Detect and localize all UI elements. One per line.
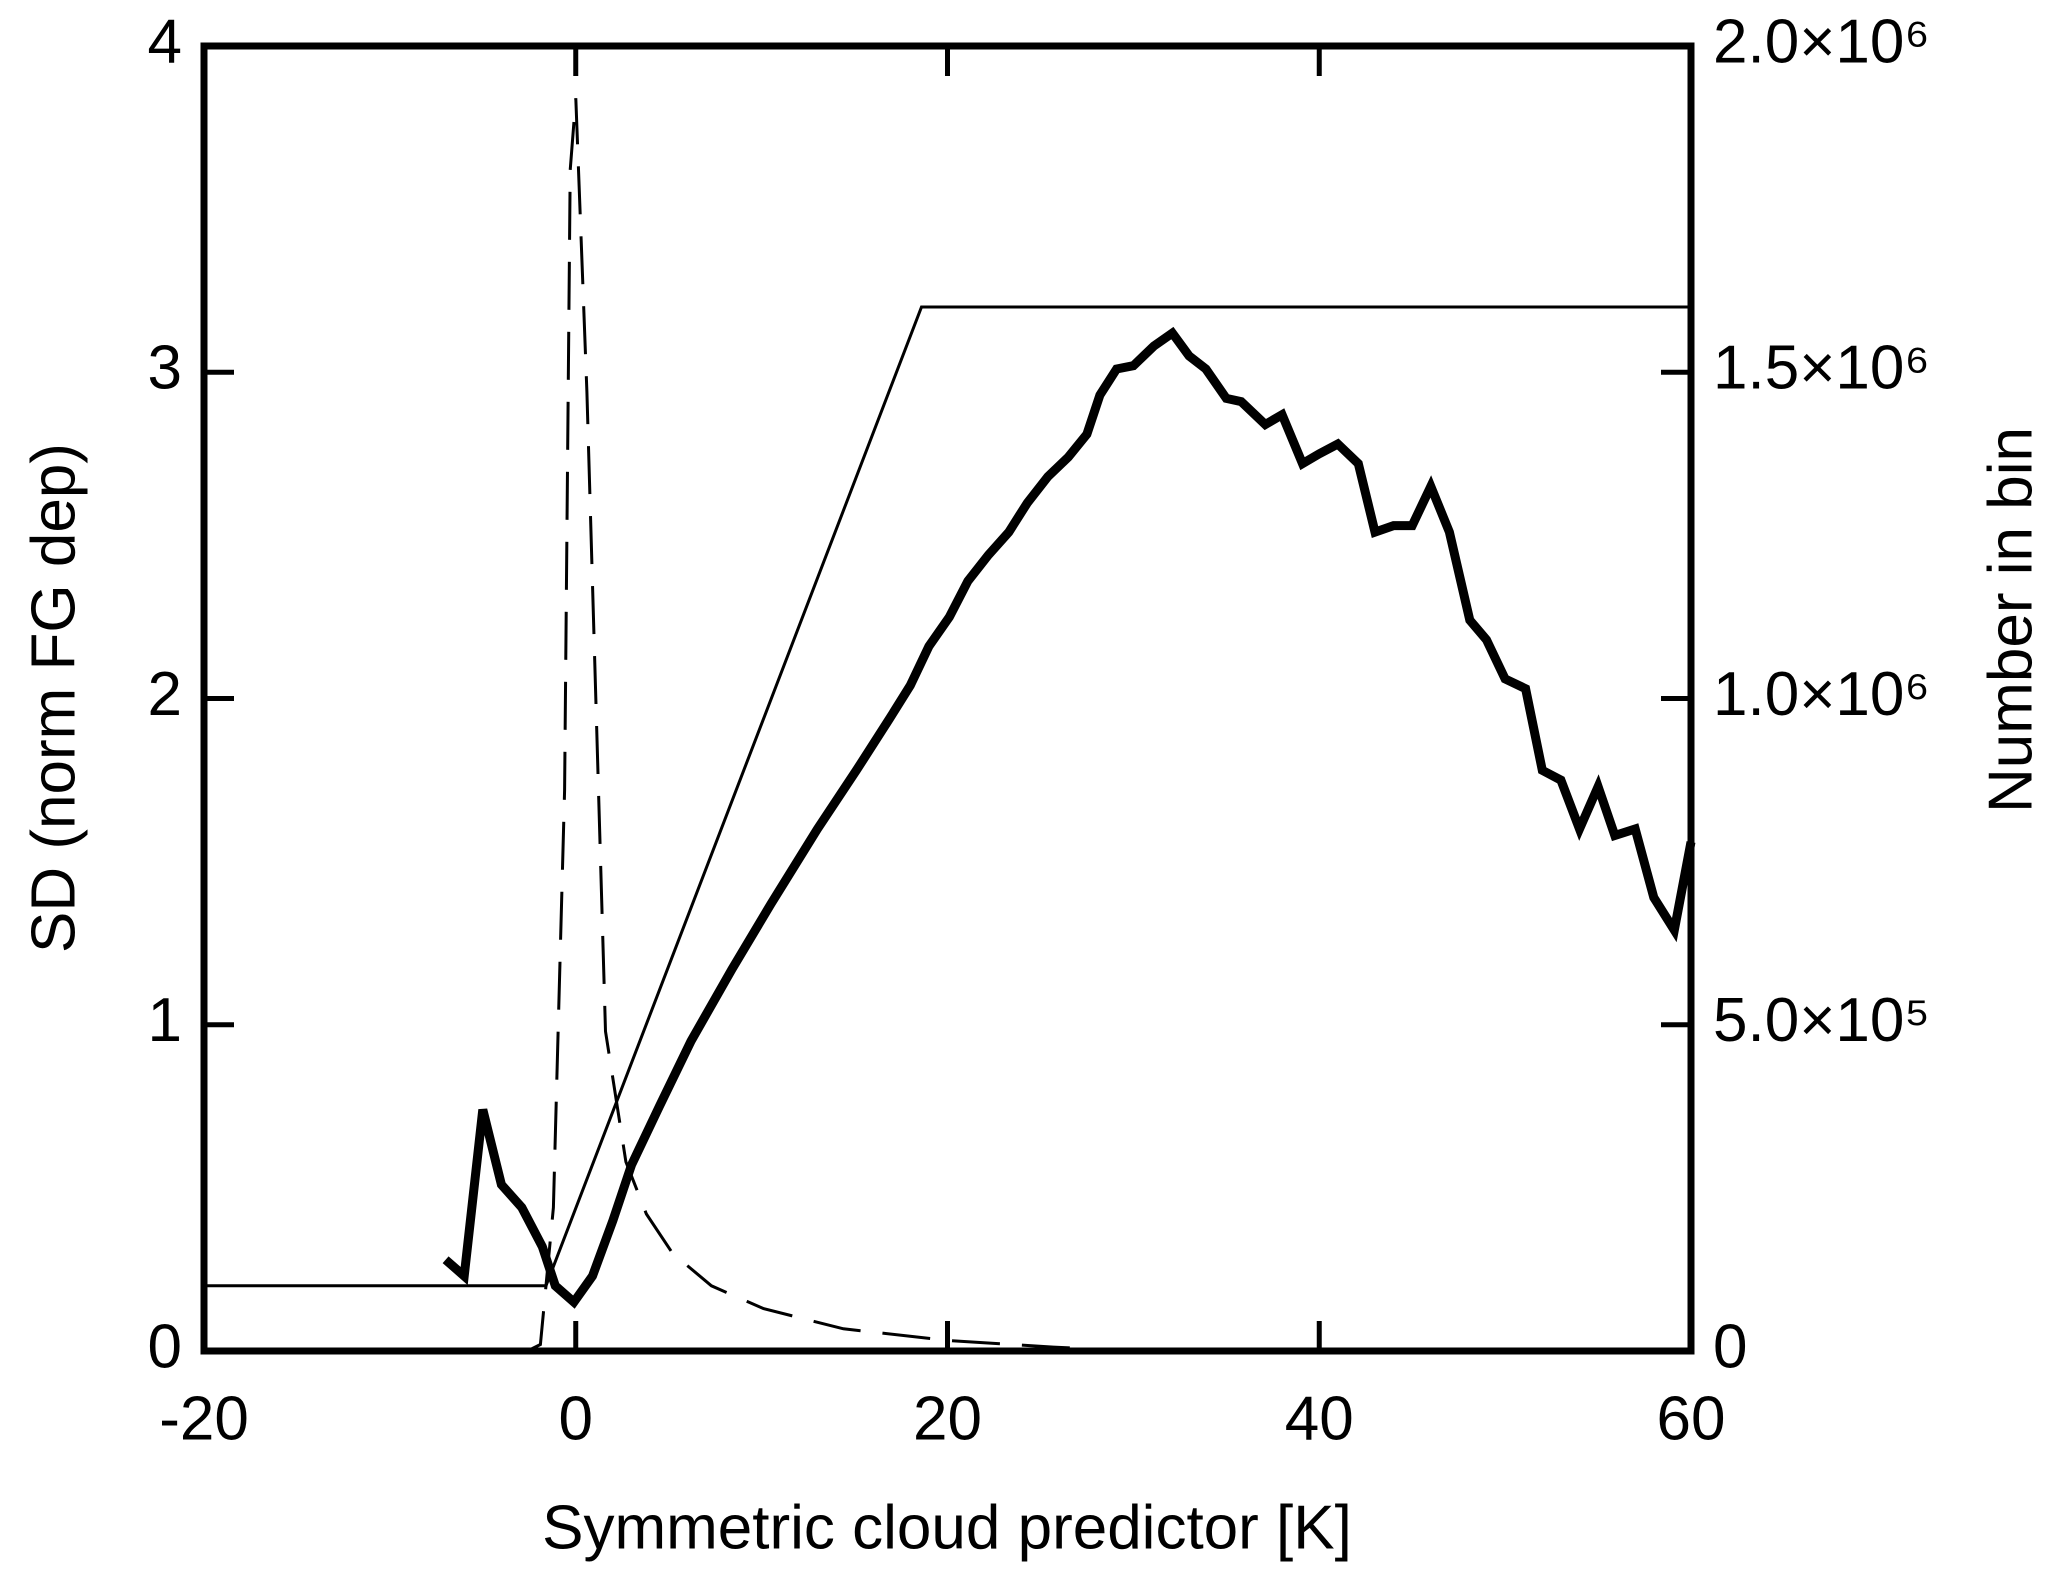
- y2-tick-label: 1.5×10⁶: [1713, 334, 1930, 403]
- plot-frame: [200, 42, 1695, 1355]
- x-tick-label: -20: [159, 1384, 249, 1453]
- data-line: [526, 98, 1134, 1353]
- y-tick-label: 1: [148, 986, 182, 1055]
- y-axis-label: SD (norm FG dep): [19, 443, 88, 953]
- y-tick-label: 3: [148, 334, 182, 403]
- y2-tick-label: 2.0×10⁶: [1713, 7, 1930, 76]
- data-line: [204, 305, 1691, 1288]
- x-tick-label: 40: [1285, 1384, 1354, 1453]
- y2-tick-label: 0: [1713, 1312, 1747, 1381]
- y2-axis-label: Number in bin: [1976, 427, 2045, 813]
- y2-tick-label: 5.0×10⁵: [1713, 986, 1930, 1055]
- data-line: [442, 326, 1696, 1309]
- x-tick-label: 60: [1657, 1384, 1726, 1453]
- y2-tick-label: 1.0×10⁶: [1713, 660, 1930, 729]
- x-tick-label: 20: [913, 1384, 982, 1453]
- x-axis-label: Symmetric cloud predictor [K]: [542, 1493, 1352, 1562]
- y-tick-label: 0: [148, 1312, 182, 1381]
- y-tick-label: 4: [148, 7, 182, 76]
- y-tick-label: 2: [148, 660, 182, 729]
- x-tick-label: 0: [559, 1384, 593, 1453]
